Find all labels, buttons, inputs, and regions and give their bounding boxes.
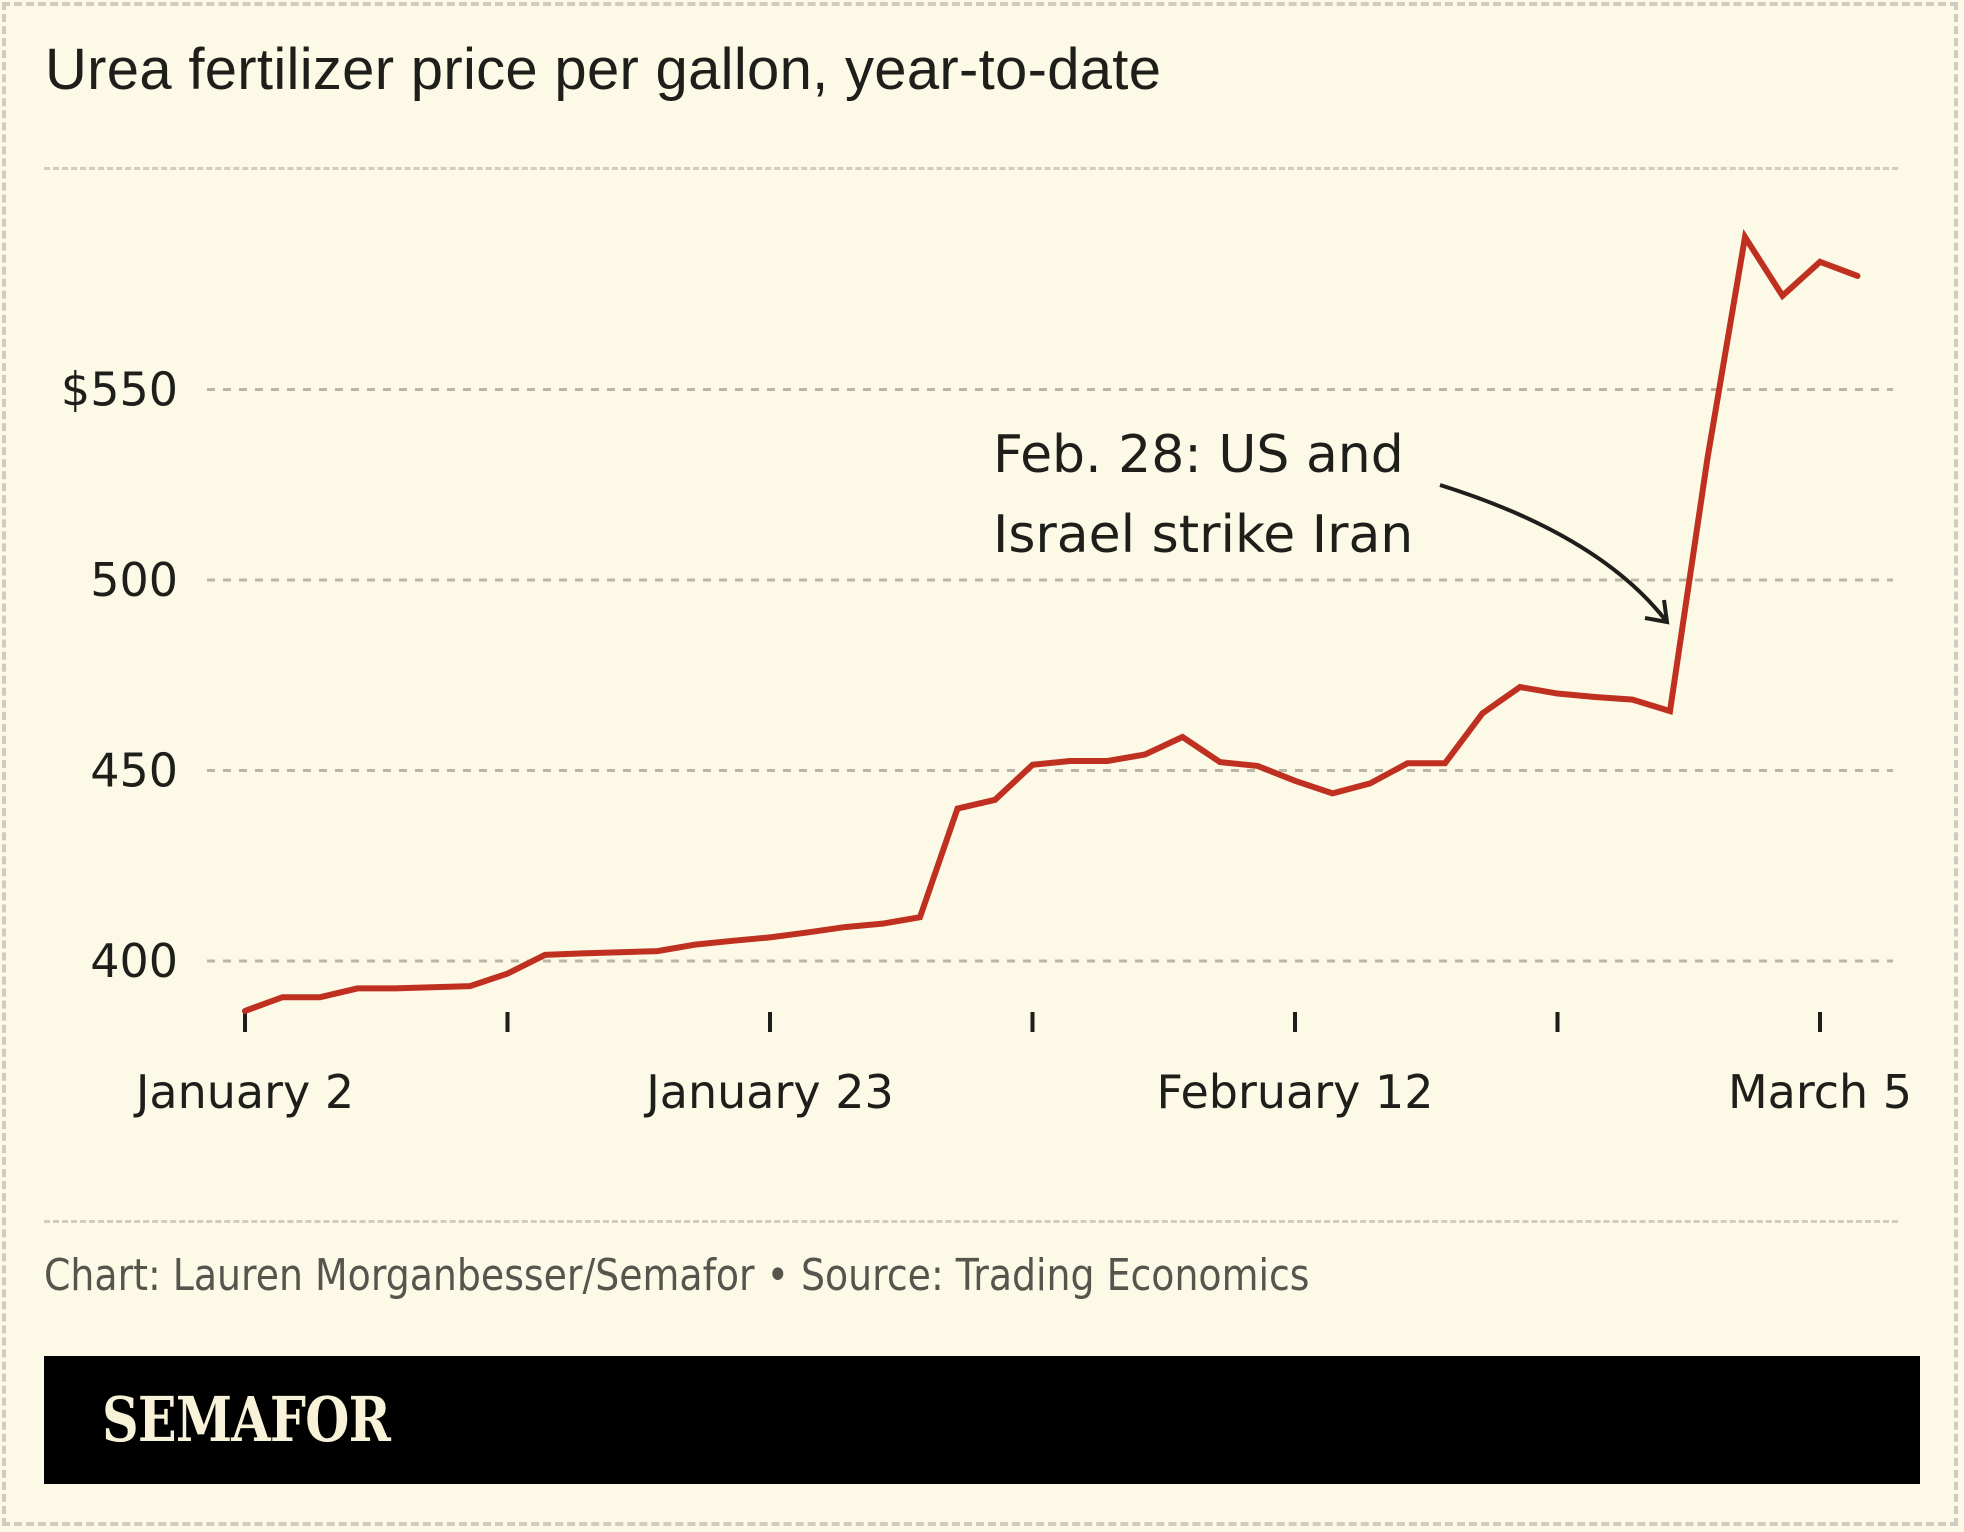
series-line: [242, 228, 1861, 1014]
x-axis-labels: January 2 January 23 February 12 March 5: [133, 1065, 1912, 1119]
y-tick-label: 450: [90, 744, 178, 798]
y-tick-label: 400: [90, 934, 178, 988]
source-credit: Chart: Lauren Morganbesser/Semafor • Sou…: [44, 1250, 1310, 1301]
series-group: [242, 228, 1861, 1014]
y-axis-labels: 400 450 500 $550: [61, 363, 178, 989]
line-chart: 400 450 500 $550 January 2 January 23 Februar…: [61, 228, 1912, 1119]
annotation: Feb. 28: US and Israel strike Iran: [993, 425, 1670, 625]
annotation-arrowhead-icon: [1644, 599, 1670, 625]
chart-title: Urea fertilizer price per gallon, year-t…: [45, 37, 1162, 102]
y-tick-label: $550: [61, 363, 178, 417]
x-tick-label: March 5: [1728, 1065, 1912, 1119]
x-tick-label: February 12: [1157, 1065, 1434, 1119]
brand-bar: SEMAFOR: [44, 1356, 1920, 1484]
annotation-line-2: Israel strike Iran: [993, 505, 1413, 565]
annotation-line-1: Feb. 28: US and: [993, 425, 1404, 485]
y-tick-label: 500: [90, 553, 178, 607]
x-axis-ticks: [243, 1012, 1822, 1032]
x-tick-label: January 23: [643, 1065, 894, 1119]
annotation-arrow: [1439, 483, 1669, 624]
x-tick-label: January 2: [133, 1065, 354, 1119]
top-divider: [44, 167, 1898, 170]
bottom-divider: [44, 1220, 1898, 1223]
semafor-logo: SEMAFOR: [102, 1383, 391, 1456]
